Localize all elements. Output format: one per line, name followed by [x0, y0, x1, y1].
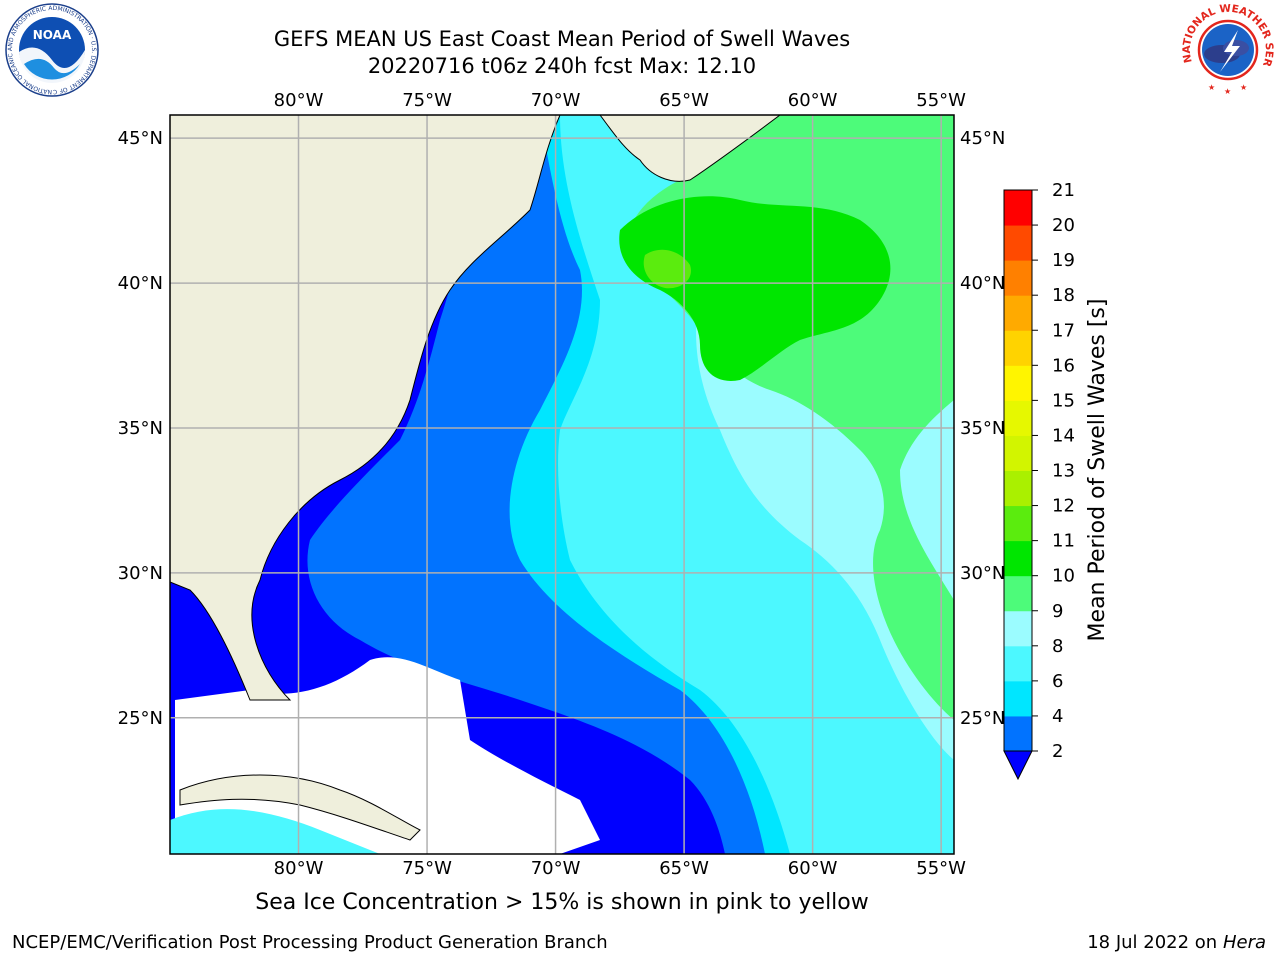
map-field	[170, 115, 954, 854]
colorbar-tick-label: 13	[1052, 461, 1075, 482]
colorbar-segment	[1004, 330, 1032, 366]
map-title: GEFS MEAN US East Coast Mean Period of S…	[273, 27, 851, 51]
colorbar-segment	[1004, 540, 1032, 577]
colorbar-tick-label: 4	[1052, 706, 1063, 727]
cuba-land	[179, 774, 421, 841]
host-name: Hera	[1222, 932, 1266, 953]
lon-label-top: 65°W	[659, 90, 709, 111]
colorbar-tick-label: 6	[1052, 671, 1063, 692]
lat-label-left: 30°N	[118, 563, 163, 584]
lat-label-right: 45°N	[960, 128, 1005, 149]
noaa-logo-text: NOAA	[33, 28, 72, 42]
lat-label-left: 40°N	[118, 273, 163, 294]
lat-label-right: 35°N	[960, 418, 1005, 439]
colorbar-tick-label: 17	[1052, 320, 1075, 341]
lon-label-bottom: 65°W	[659, 858, 709, 879]
colorbar-segment	[1004, 680, 1032, 717]
lat-label-right: 40°N	[960, 273, 1005, 294]
us-east-coast-land	[170, 115, 561, 701]
colorbar: 2 4 6 8 9 10 11 12 13 14 15 16 17 18 19 20 21	[1003, 180, 1075, 781]
lon-label-bottom: 55°W	[916, 858, 966, 879]
graticule	[170, 115, 954, 854]
credit-text: NCEP/EMC/Verification Post Processing Pr…	[12, 932, 608, 953]
lon-label-bottom: 80°W	[274, 858, 324, 879]
colorbar-tick-label: 9	[1052, 601, 1063, 622]
lon-label-top: 75°W	[402, 90, 452, 111]
svg-text:★: ★	[1224, 87, 1231, 96]
colorbar-tick-label: 11	[1052, 531, 1075, 552]
no-data-region	[175, 657, 600, 854]
colorbar-tick-label: 15	[1052, 390, 1075, 411]
lon-label-top: 70°W	[531, 90, 581, 111]
colorbar-tick-label: 8	[1052, 636, 1063, 657]
colorbar-segment	[1004, 715, 1032, 752]
lon-label-bottom: 70°W	[531, 858, 581, 879]
colorbar-segment	[1004, 470, 1032, 507]
colorbar-segment	[1004, 260, 1032, 296]
colorbar-segment	[1004, 610, 1032, 647]
lat-label-right: 25°N	[960, 708, 1005, 729]
map-frame	[169, 114, 955, 855]
lat-label-left: 35°N	[118, 418, 163, 439]
colorbar-tick-label: 18	[1052, 285, 1075, 306]
colorbar-segment	[1004, 225, 1032, 261]
swell-field-caribbean	[170, 809, 380, 854]
colorbar-tick-label: 20	[1052, 215, 1075, 236]
map-subtitle: 20220716 t06z 240h fcst Max: 12.10	[367, 54, 757, 78]
colorbar-tick-label: 16	[1052, 355, 1075, 376]
date-text: 18 Jul 2022 on Hera	[1087, 932, 1266, 953]
date-value: 18 Jul 2022 on	[1087, 932, 1223, 953]
colorbar-segment	[1004, 575, 1032, 612]
maritimes-land	[599, 115, 781, 182]
lon-label-top: 55°W	[916, 90, 966, 111]
colorbar-segment	[1004, 400, 1032, 436]
lat-label-right: 30°N	[960, 563, 1005, 584]
lon-label-bottom: 60°W	[788, 858, 838, 879]
colorbar-tick-label: 14	[1052, 425, 1075, 446]
colorbar-segment	[1004, 435, 1032, 471]
sea-ice-note: Sea Ice Concentration > 15% is shown in …	[255, 890, 869, 915]
colorbar-tick-label: 2	[1052, 741, 1063, 762]
swell-field-10-11	[619, 196, 891, 381]
nws-logo: NATIONAL WEATHER SERVICE ★ ★ ★	[1178, 2, 1275, 96]
colorbar-segment	[1004, 295, 1032, 331]
axis-labels: 80°W 80°W 75°W 75°W 70°W 70°W 65°W 65°W 60°W 60°W…	[118, 90, 1006, 879]
svg-text:★: ★	[1208, 83, 1215, 92]
colorbar-segment	[1004, 505, 1032, 542]
lon-label-top: 80°W	[274, 90, 324, 111]
swell-field-11-12	[643, 249, 691, 289]
noaa-logo: NATIONAL OCEANIC AND ATMOSPHERIC ADMINIS…	[2, 2, 99, 97]
lat-label-left: 25°N	[118, 708, 163, 729]
colorbar-label: Mean Period of Swell Waves [s]	[1085, 299, 1110, 642]
lat-label-left: 45°N	[118, 128, 163, 149]
colorbar-segment	[1004, 365, 1032, 401]
colorbar-under-arrow	[1003, 750, 1033, 781]
colorbar-tick-label: 19	[1052, 250, 1075, 271]
colorbar-segment	[1004, 645, 1032, 682]
colorbar-tick-label: 21	[1052, 180, 1075, 201]
lon-label-bottom: 75°W	[402, 858, 452, 879]
colorbar-segment	[1004, 190, 1032, 226]
colorbar-tick-label: 12	[1052, 496, 1075, 517]
svg-text:★: ★	[1240, 83, 1247, 92]
lon-label-top: 60°W	[788, 90, 838, 111]
colorbar-tick-label: 10	[1052, 566, 1075, 587]
